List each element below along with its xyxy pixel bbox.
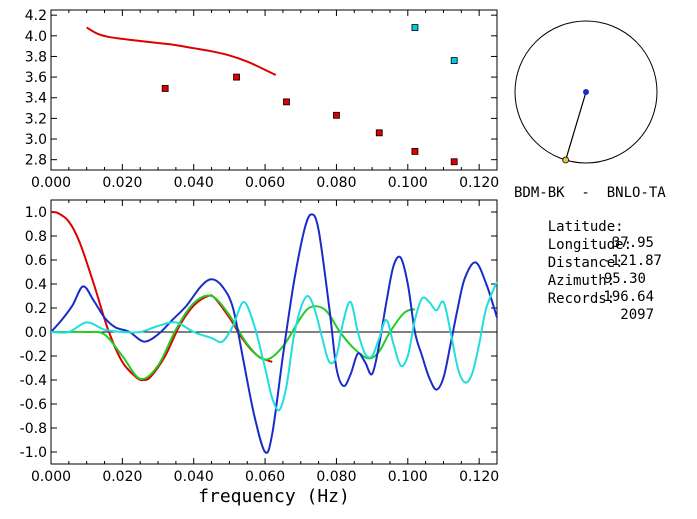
series-line-0 <box>86 26 277 76</box>
data-point-marker <box>450 158 458 166</box>
x-tick-label: 0.080 <box>316 175 356 191</box>
y-tick-label: -0.2 <box>20 349 47 365</box>
y-tick-label: 3.4 <box>25 91 47 107</box>
dispersion-panel: 0.000 0.020 0.040 0.060 0.080 0.100 0.120 2.8 3.… <box>25 8 499 191</box>
y-tick-label: -1.0 <box>20 445 47 461</box>
y-tick-label: 0.2 <box>25 301 47 317</box>
y-tick-label: 3.0 <box>25 132 47 148</box>
data-point-marker <box>161 85 169 92</box>
info-row-records: Records: 2097 <box>514 275 654 339</box>
y-tick-label: 4.0 <box>25 29 47 45</box>
coherence-axis-ticks: 0.000 0.020 0.040 0.060 0.080 0.100 0.120 1.0 0.… <box>20 200 499 485</box>
info-label: Longitude: <box>547 237 633 253</box>
azimuth-map <box>514 20 658 164</box>
center-station-marker <box>583 89 589 95</box>
data-point-marker <box>333 111 340 119</box>
info-value: 95.30 <box>603 271 646 287</box>
x-tick-label: 0.040 <box>174 469 214 485</box>
x-tick-label: 0.100 <box>388 469 428 485</box>
info-label: Azimuth: <box>547 273 616 289</box>
data-point-marker <box>411 148 419 155</box>
y-tick-label: 3.8 <box>25 49 47 65</box>
y-tick-label: 2.8 <box>25 153 47 169</box>
x-tick-label: 0.120 <box>459 469 499 485</box>
info-label: Distance: <box>547 255 624 271</box>
dispersion-series <box>86 24 458 166</box>
info-row-azimuth: Azimuth: 196.64 <box>514 257 654 321</box>
y-tick-label: 3.6 <box>25 70 47 86</box>
remote-station-marker <box>562 156 570 164</box>
y-tick-label: 4.2 <box>25 8 47 24</box>
x-tick-label: 0.040 <box>174 175 214 191</box>
y-tick-label: 0.6 <box>25 253 47 269</box>
coherence-panel: 0.000 0.020 0.040 0.060 0.080 0.100 0.120 1.0 0.… <box>20 199 499 507</box>
x-tick-label: 0.000 <box>31 175 71 191</box>
x-axis-title: frequency (Hz) <box>198 486 350 507</box>
x-tick-label: 0.100 <box>388 175 428 191</box>
info-value: 2097 <box>620 307 654 323</box>
y-tick-label: -0.8 <box>20 421 47 437</box>
dispersion-plot-frame <box>50 9 498 171</box>
station-pair-name: BDM-BK - BNLO-TA <box>514 185 666 201</box>
y-tick-label: 0.8 <box>25 229 47 245</box>
info-row-distance: Distance: 95.30 <box>514 239 646 303</box>
y-tick-label: -0.6 <box>20 397 47 413</box>
x-tick-label: 0.120 <box>459 175 499 191</box>
info-value: -121.87 <box>602 253 662 269</box>
series-line-0 <box>50 211 273 382</box>
azimuth-circle <box>514 20 658 164</box>
data-point-marker <box>450 57 458 64</box>
info-label: Latitude: <box>547 219 624 235</box>
series-line-3 <box>50 281 498 412</box>
data-point-marker <box>233 73 240 81</box>
y-tick-label: -0.4 <box>20 373 47 389</box>
x-tick-label: 0.000 <box>31 469 71 485</box>
dispersion-axis-ticks: 0.000 0.020 0.040 0.060 0.080 0.100 0.120 2.8 3.… <box>25 8 499 191</box>
x-tick-label: 0.060 <box>245 469 285 485</box>
y-tick-label: 0.4 <box>25 277 47 293</box>
x-tick-label: 0.020 <box>102 175 142 191</box>
y-tick-label: 3.2 <box>25 111 47 127</box>
coherence-series <box>50 211 498 454</box>
x-tick-label: 0.020 <box>102 469 142 485</box>
info-row-longitude: Longitude: -121.87 <box>514 221 662 285</box>
data-point-marker <box>375 129 383 137</box>
x-tick-label: 0.080 <box>316 469 356 485</box>
data-point-marker <box>411 24 419 31</box>
azimuth-line <box>565 91 587 161</box>
y-tick-label: 1.0 <box>25 205 47 221</box>
data-point-marker <box>283 98 290 106</box>
y-tick-label: 0.0 <box>25 325 47 341</box>
info-row-latitude: Latitude: 37.95 <box>514 203 654 267</box>
info-value: 37.95 <box>611 235 654 251</box>
x-tick-label: 0.060 <box>245 175 285 191</box>
info-value: 196.64 <box>603 289 654 305</box>
info-label: Records: <box>547 291 616 307</box>
series-line-2 <box>50 213 498 454</box>
